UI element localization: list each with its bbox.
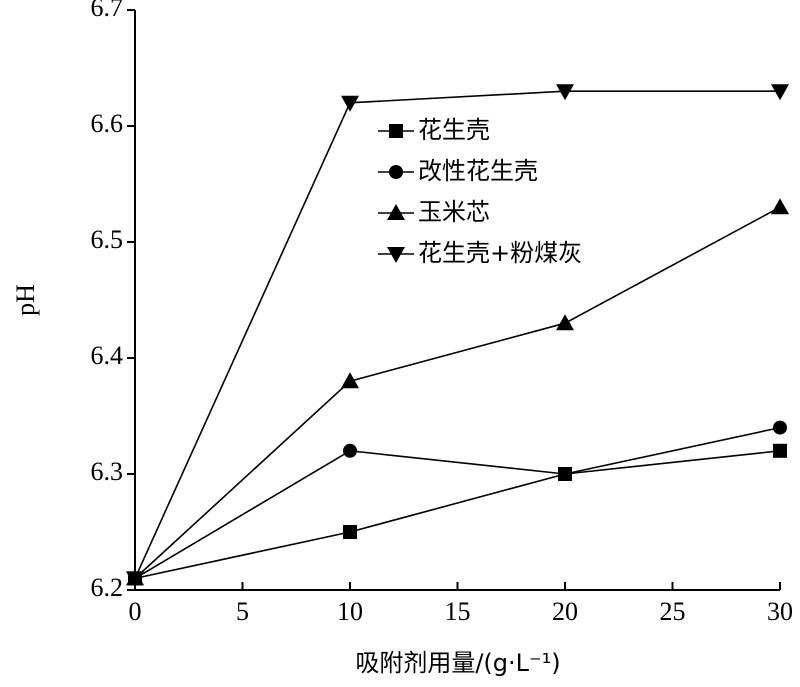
y-axis-label: pH	[11, 284, 40, 316]
marker	[556, 314, 574, 331]
legend-marker	[389, 124, 403, 138]
x-tick-label: 20	[552, 597, 578, 626]
legend-marker	[389, 165, 403, 179]
marker	[341, 95, 359, 112]
marker	[343, 525, 357, 539]
legend-label: 玉米芯	[418, 198, 490, 226]
x-tick-label: 30	[767, 597, 793, 626]
legend-marker	[387, 247, 405, 263]
x-axis-label: 吸附剂用量/(g·L⁻¹)	[355, 649, 560, 677]
marker	[771, 84, 789, 101]
y-tick-label: 6.6	[91, 109, 124, 138]
series-line	[134, 426, 781, 580]
legend-label: 花生壳	[418, 116, 490, 144]
marker	[126, 571, 144, 588]
y-tick-label: 6.3	[91, 457, 124, 486]
marker	[771, 198, 789, 215]
x-tick-label: 0	[129, 597, 142, 626]
y-tick-label: 6.7	[91, 0, 124, 22]
marker	[773, 443, 787, 458]
y-tick-label: 6.4	[91, 341, 124, 370]
y-tick-label: 6.2	[91, 573, 124, 602]
x-tick-label: 25	[660, 597, 686, 626]
legend-label: 花生壳+粉煤灰	[418, 239, 582, 267]
marker	[773, 420, 787, 435]
legend-label: 改性花生壳	[418, 157, 538, 185]
marker	[556, 84, 574, 101]
marker	[558, 467, 572, 481]
series-line	[134, 450, 781, 580]
marker	[341, 372, 359, 389]
legend-marker	[387, 204, 405, 220]
series-line	[134, 206, 781, 579]
x-tick-label: 15	[445, 597, 471, 626]
x-tick-label: 10	[337, 597, 363, 626]
series-line	[134, 90, 780, 579]
x-tick-label: 5	[236, 597, 249, 626]
y-tick-label: 6.5	[91, 225, 124, 254]
marker	[343, 443, 357, 458]
